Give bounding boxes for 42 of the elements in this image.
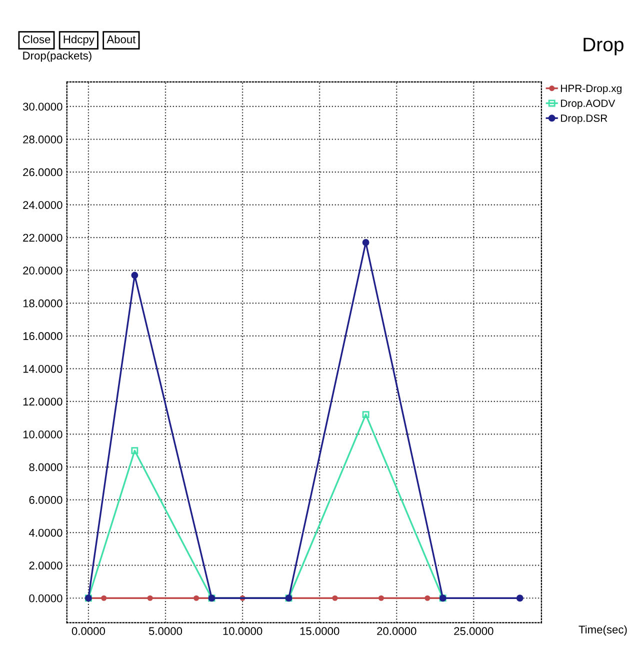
text: About — [106, 35, 136, 44]
y-tick-label: 6.0000 — [29, 496, 62, 504]
y-tick-label: 24.0000 — [23, 201, 62, 209]
text: Close — [22, 35, 50, 44]
y-tick-label: 18.0000 — [23, 299, 62, 308]
x-tick-label: 15.0000 — [300, 627, 340, 636]
x-tick-label: 0.0000 — [72, 627, 106, 636]
text: Drop — [584, 38, 624, 56]
point — [424, 595, 430, 601]
point — [147, 595, 153, 601]
y-tick-label: 4.0000 — [28, 528, 62, 537]
point — [378, 595, 384, 601]
point — [362, 239, 370, 246]
point — [516, 594, 524, 602]
legend-label: HPR-Drop.xg — [561, 84, 622, 94]
legend-label: Drop.AODV — [561, 100, 616, 110]
point — [131, 447, 138, 454]
y-tick-label: 14.0000 — [23, 364, 62, 373]
y-tick-label: 12.0000 — [23, 398, 62, 406]
y-axis-title: Drop(packets) — [23, 51, 92, 62]
point — [362, 411, 370, 418]
y-tick-label: 20.0000 — [23, 266, 62, 274]
point — [332, 595, 338, 601]
y-tick-label: 0.0000 — [29, 594, 62, 602]
y-tick-label: 2.0000 — [29, 562, 62, 570]
legend-label: Drop.DSR — [561, 114, 608, 124]
y-tick-label: 30.0000 — [22, 102, 62, 111]
point — [194, 595, 200, 601]
x-tick-label: 10.0000 — [223, 627, 262, 636]
y-tick-label: 26.0000 — [23, 168, 62, 176]
y-tick-label: 22.0000 — [23, 234, 62, 242]
text: Hdcpy — [64, 35, 94, 46]
x-tick-label: 20.0000 — [377, 627, 416, 636]
y-tick-label: 16.0000 — [23, 332, 62, 340]
x-tick-label: 25.0000 — [454, 627, 494, 636]
x-axis-title: Time(sec) — [578, 625, 627, 636]
y-tick-label: 28.0000 — [23, 136, 62, 144]
point — [101, 595, 107, 601]
y-tick-label: 10.0000 — [23, 430, 62, 438]
point — [131, 272, 138, 279]
y-tick-label: 8.0000 — [29, 463, 62, 472]
x-tick-label: 5.0000 — [148, 627, 182, 636]
